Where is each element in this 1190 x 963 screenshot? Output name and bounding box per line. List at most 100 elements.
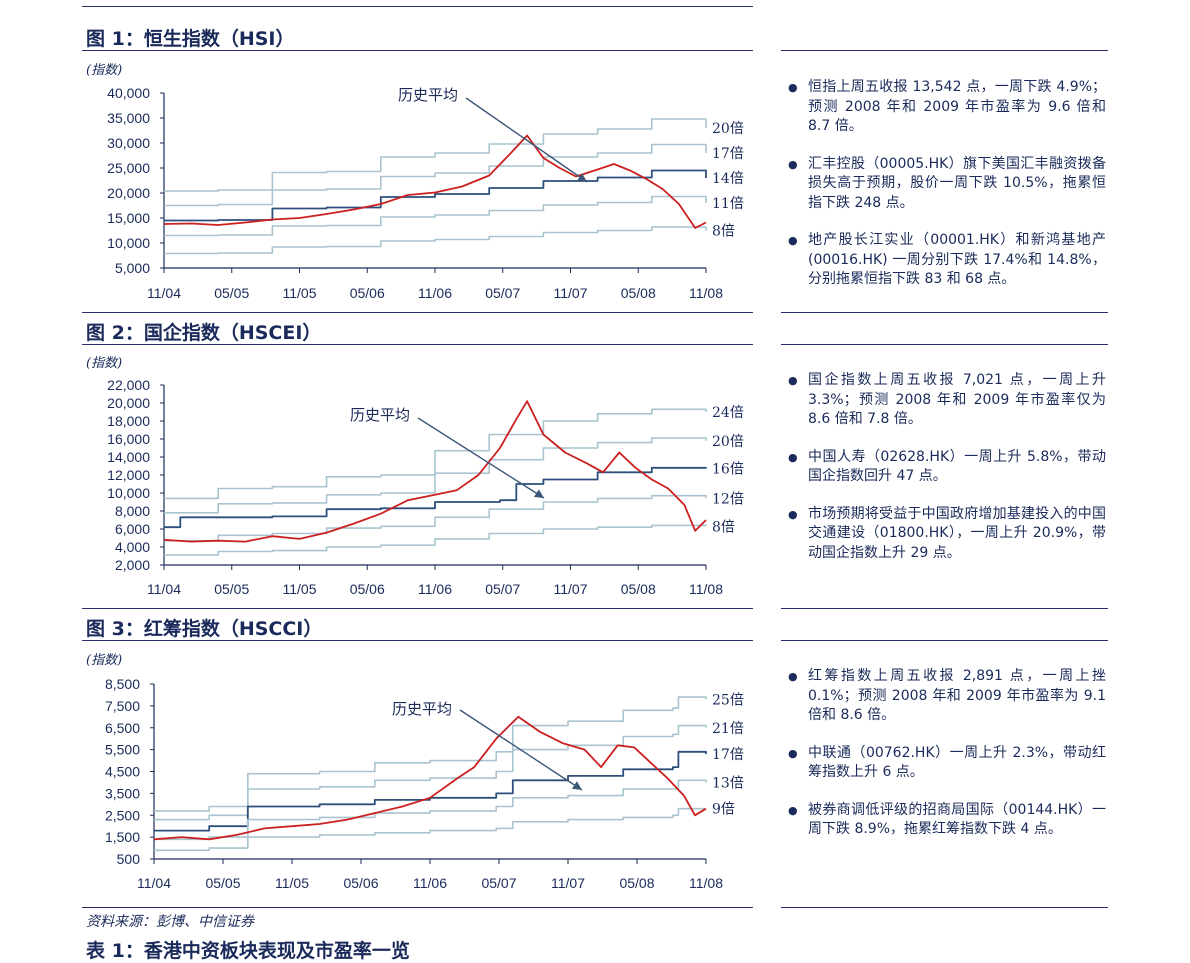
pe-band-line (154, 696, 707, 812)
pe-band-line (164, 437, 707, 514)
figure-2-units: (指数) (86, 356, 123, 371)
y-tick-label: 5,500 (105, 742, 140, 758)
y-tick-label: 18,000 (107, 413, 150, 429)
note-item: 中联通（00762.HK）一周上升 2.3%，带动红筹指数上升 6 点。 (784, 744, 1106, 783)
y-tick-label: 10,000 (107, 235, 150, 251)
band-label: 21倍 (712, 721, 744, 737)
arrow-head (534, 489, 544, 498)
index-line (153, 715, 707, 841)
x-tick-label: 11/07 (551, 875, 585, 891)
band-label: 25倍 (712, 692, 744, 708)
note-item: 国企指数上周五收报 7,021 点，一周上升 3.3%；预测 2008 年和 2… (784, 371, 1106, 430)
y-tick-label: 16,000 (107, 431, 150, 447)
figure-2-bottom-rule (82, 608, 753, 609)
x-tick-label: 11/08 (689, 285, 723, 301)
note-item: 红筹指数上周五收报 2,891 点，一周上挫 0.1%；预测 2008 年和 2… (784, 667, 1106, 726)
note-item: 汇丰控股（00005.HK）旗下美国汇丰融资拨备损失高于预期，股价一周下跌 10… (784, 155, 1106, 214)
figure-3-side-rule (781, 640, 1108, 641)
y-tick-label: 22,000 (107, 377, 150, 393)
pe-band-line (164, 408, 707, 500)
x-tick-label: 05/05 (214, 285, 249, 301)
y-tick-label: 1,500 (105, 829, 140, 845)
y-tick-label: 20,000 (107, 395, 150, 411)
note-item: 被券商调低评级的招商局国际（00144.HK）一周下跌 8.9%，拖累红筹指数下… (784, 801, 1106, 840)
arrow-head (572, 781, 582, 790)
figure-3-side-bottom-rule (781, 907, 1108, 908)
x-tick-label: 11/08 (689, 581, 723, 597)
x-tick-label: 05/07 (481, 875, 516, 891)
y-tick-label: 30,000 (107, 135, 150, 151)
x-tick-label: 11/08 (689, 875, 723, 891)
y-tick-label: 12,000 (107, 467, 150, 483)
index-line (163, 134, 707, 229)
figure-1-notes: 恒指上周五收报 13,542 点，一周下跌 4.9%；预测 2008 年和 20… (784, 78, 1106, 308)
figure-3-units: (指数) (86, 653, 123, 668)
pe-band-line (154, 724, 707, 821)
x-tick-label: 11/04 (137, 875, 171, 891)
figure-2-side-bottom-rule (781, 608, 1108, 609)
pe-band-line (154, 779, 707, 841)
y-tick-label: 2,000 (115, 557, 150, 573)
annotation-arrow (417, 417, 545, 499)
historical-average-label: 历史平均 (392, 700, 452, 718)
figure-2-title: 图 2：国企指数（HSCEI） (86, 322, 322, 344)
figure-1-bottom-rule (82, 312, 753, 313)
figure-2-chart: 22,000 20,000 18,000 16,000 14,000 12,000 10,0… (107, 377, 744, 597)
x-tick-label: 11/07 (554, 285, 588, 301)
y-tick-label: 3,500 (105, 785, 140, 801)
note-item: 地产股长江实业（00001.HK）和新鸿基地产(00016.HK) 一周分别下跌… (784, 231, 1106, 290)
x-tick-label: 05/07 (485, 581, 520, 597)
band-label: 11倍 (712, 196, 744, 212)
figure-1-units: (指数) (86, 63, 123, 78)
figure-3-title-rule (82, 640, 753, 641)
x-tick-label: 11/06 (418, 581, 452, 597)
x-tick-label: 11/06 (413, 875, 447, 891)
y-tick-label: 2,500 (105, 807, 140, 823)
band-label: 17倍 (712, 747, 744, 763)
note-item: 中国人寿（02628.HK）一周上升 5.8%，带动国企指数回升 47 点。 (784, 448, 1106, 487)
historical-average-label: 历史平均 (398, 86, 458, 104)
band-label: 8倍 (712, 224, 735, 240)
pe-band-line (164, 118, 707, 192)
x-tick-label: 05/06 (350, 285, 385, 301)
pe-band-line (154, 807, 706, 852)
band-label: 20倍 (712, 121, 744, 137)
x-tick-label: 05/08 (621, 581, 656, 597)
figure-1-side-rule (781, 50, 1108, 51)
y-tick-label: 6,500 (105, 720, 140, 736)
y-tick-label: 15,000 (107, 210, 150, 226)
pe-band-line (164, 195, 707, 237)
x-tick-label: 11/05 (283, 285, 317, 301)
x-tick-label: 05/06 (343, 875, 378, 891)
x-tick-label: 11/05 (275, 875, 309, 891)
figure-2-side-rule (781, 344, 1108, 345)
figure-3-chart: 8,500 7,500 6,500 5,500 4,500 3,500 2,500 1,500… (105, 676, 744, 891)
y-tick-label: 40,000 (107, 85, 150, 101)
x-tick-label: 05/08 (619, 875, 654, 891)
x-tick-label: 05/05 (205, 875, 240, 891)
x-tick-label: 11/04 (147, 285, 181, 301)
band-label: 12倍 (712, 491, 744, 507)
pe-band-line (164, 226, 707, 255)
band-label: 20倍 (712, 434, 744, 450)
y-tick-label: 8,500 (105, 676, 140, 692)
figure-2-title-rule (82, 344, 753, 345)
pe-band-line (164, 524, 707, 556)
arrow-head (577, 173, 587, 182)
y-tick-label: 5,000 (115, 260, 150, 276)
x-tick-label: 11/07 (554, 581, 588, 597)
y-tick-label: 10,000 (107, 485, 150, 501)
pe-band-line (154, 750, 707, 832)
band-label: 16倍 (712, 462, 744, 478)
y-tick-label: 4,000 (115, 539, 150, 555)
pe-band-line (164, 494, 707, 542)
note-item: 市场预期将受益于中国政府增加基建投入的中国交通建设（01800.HK），一周上升… (784, 505, 1106, 564)
annotation-arrow (465, 97, 588, 183)
top-rule (82, 6, 753, 7)
x-tick-label: 11/05 (283, 581, 317, 597)
x-tick-label: 05/06 (350, 581, 385, 597)
x-tick-label: 05/07 (485, 285, 520, 301)
y-tick-label: 500 (117, 851, 141, 867)
figure-1-title-rule (82, 50, 753, 51)
y-tick-label: 8,000 (115, 503, 150, 519)
